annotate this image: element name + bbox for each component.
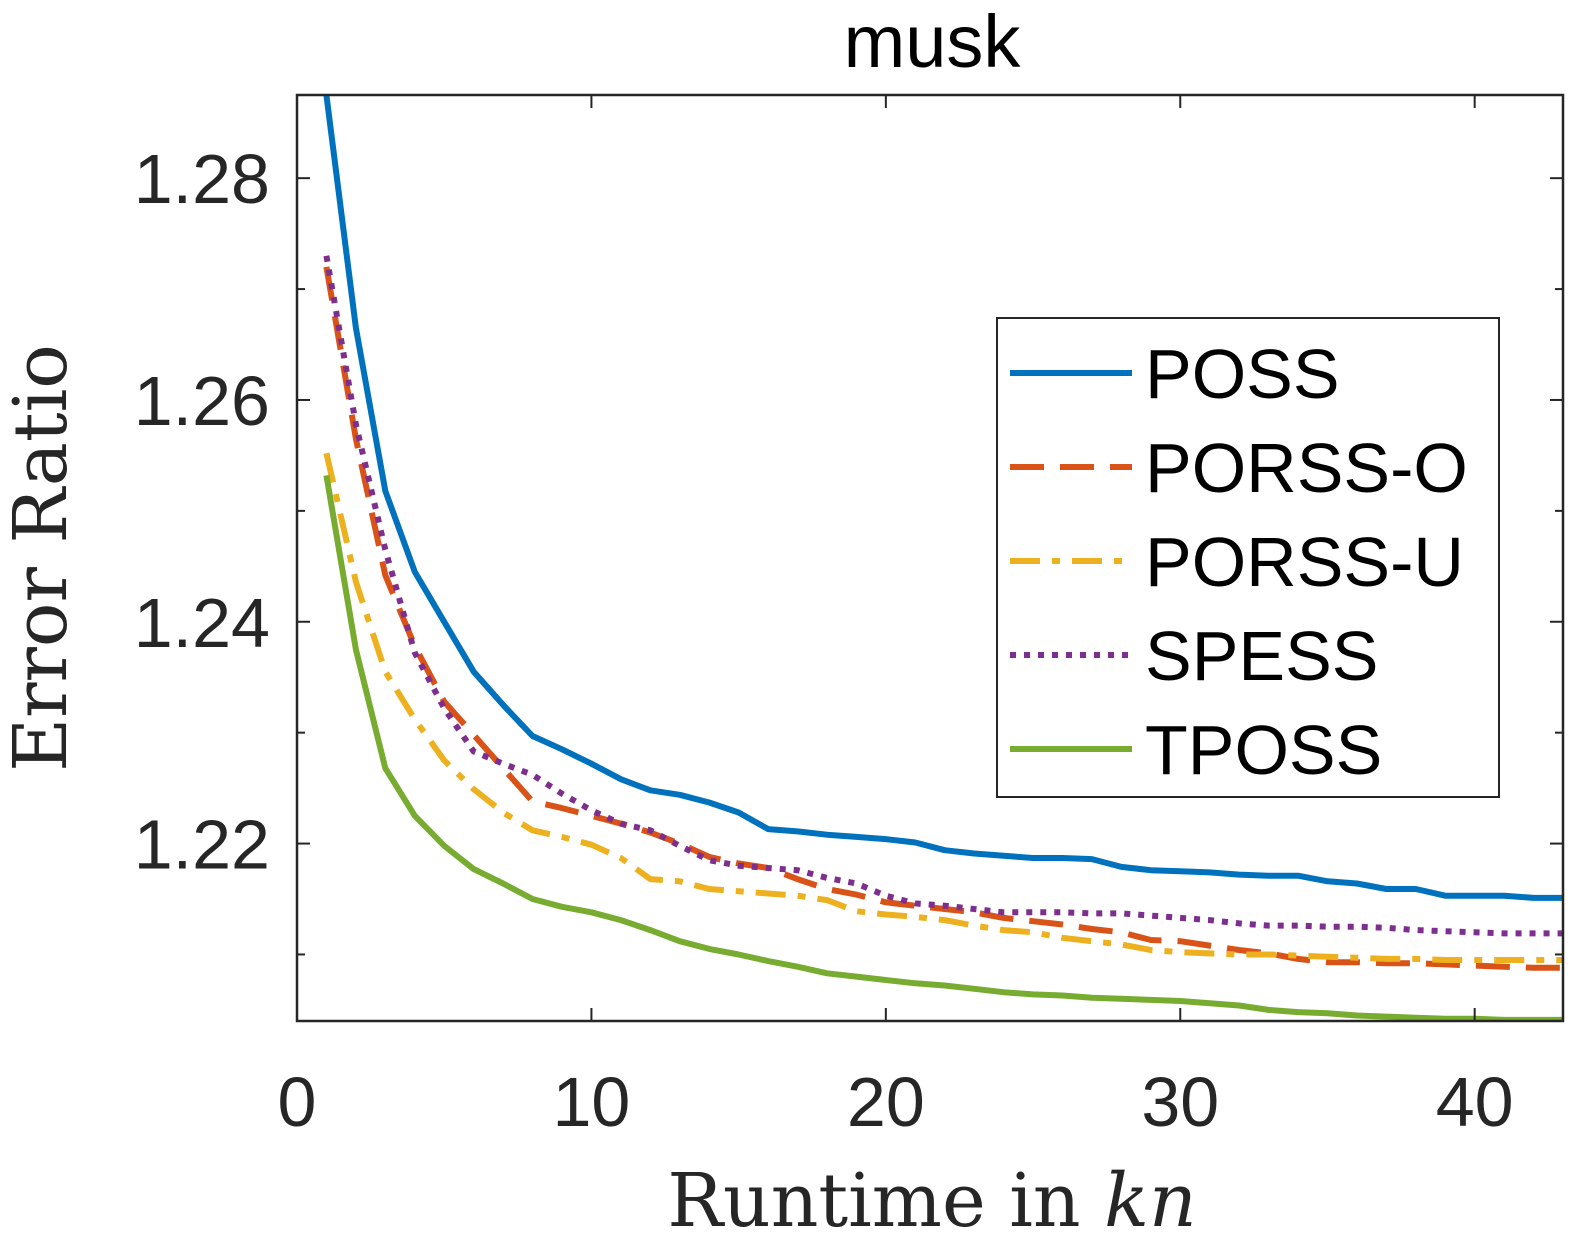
series-line-poss: [323, 95, 1563, 901]
y-axis-label: Error Ratio: [0, 344, 84, 772]
legend-label-spess: SPESS: [1145, 617, 1378, 695]
series-line-porss-o: [323, 266, 1563, 971]
x-tick-label: 10: [552, 1063, 630, 1141]
x-tick-label: 40: [1436, 1063, 1514, 1141]
legend-label-tposs: TPOSS: [1145, 711, 1382, 789]
x-tick-label: 30: [1141, 1063, 1219, 1141]
y-tick-label: 1.22: [134, 806, 270, 884]
x-tick-label: 0: [278, 1063, 317, 1141]
legend-label-porss-u: PORSS-U: [1145, 523, 1464, 601]
series-line-spess: [323, 255, 1563, 937]
plot-area-frame: [295, 93, 1565, 1023]
legend-label-porss-o: PORSS-O: [1145, 429, 1468, 507]
y-tick-label: 1.26: [134, 362, 270, 440]
legend: POSS PORSS-O PORSS-U SPESS TPOSS: [996, 317, 1500, 798]
chart-title: musk: [844, 0, 1022, 83]
x-axis-label: Runtime in kn: [667, 1158, 1196, 1241]
x-axis-label-text: Runtime in: [667, 1158, 1080, 1241]
series-line-porss-u: [323, 452, 1563, 963]
x-axis-label-variable: kn: [1104, 1158, 1197, 1241]
series-line-tposs: [323, 474, 1563, 1021]
x-tick-label: 20: [847, 1063, 925, 1141]
legend-box: [996, 317, 1500, 798]
y-tick-label: 1.28: [134, 140, 270, 218]
series-layer: [323, 95, 1563, 1021]
legend-label-poss: POSS: [1145, 335, 1340, 413]
tick-layer: 0 10 20 30 40 1.22 1.24 1.26 1.28: [134, 95, 1563, 1141]
y-tick-label: 1.24: [134, 584, 270, 662]
